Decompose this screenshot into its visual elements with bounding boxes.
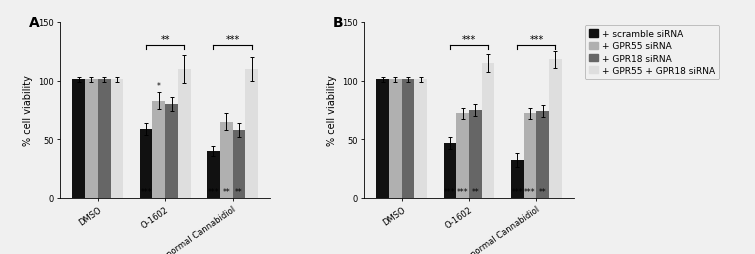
Bar — [536, 112, 549, 198]
Text: ***: *** — [511, 187, 523, 196]
Bar — [511, 161, 524, 198]
Bar — [469, 110, 482, 198]
Text: **: ** — [235, 187, 243, 196]
Text: ***: *** — [462, 35, 476, 45]
Text: **: ** — [160, 35, 170, 45]
Bar — [207, 151, 220, 198]
Bar — [85, 80, 98, 198]
Bar — [110, 80, 123, 198]
Text: ***: *** — [529, 35, 544, 45]
Text: **: ** — [539, 187, 547, 196]
Y-axis label: % cell viability: % cell viability — [327, 75, 337, 146]
Text: A: A — [29, 16, 40, 30]
Text: *: * — [157, 82, 161, 91]
Text: ***: *** — [226, 35, 239, 45]
Bar — [98, 80, 110, 198]
Text: ***: *** — [457, 187, 468, 196]
Bar — [389, 80, 402, 198]
Text: B: B — [333, 16, 344, 30]
Bar — [444, 143, 456, 198]
Bar — [414, 80, 427, 198]
Text: ***: *** — [208, 187, 219, 196]
Bar — [178, 70, 190, 198]
Bar — [524, 114, 536, 198]
Bar — [245, 70, 258, 198]
Text: ***: *** — [444, 187, 456, 196]
Bar — [153, 101, 165, 198]
Bar — [233, 130, 245, 198]
Legend: + scramble siRNA, + GPR55 siRNA, + GPR18 siRNA, + GPR55 + GPR18 siRNA: + scramble siRNA, + GPR55 siRNA, + GPR18… — [584, 26, 720, 80]
Bar — [140, 129, 153, 198]
Bar — [402, 80, 414, 198]
Bar — [72, 80, 85, 198]
Bar — [220, 122, 233, 198]
Text: **: ** — [222, 187, 230, 196]
Text: **: ** — [472, 187, 479, 196]
Y-axis label: % cell viability: % cell viability — [23, 75, 33, 146]
Bar — [549, 60, 562, 198]
Bar — [376, 80, 389, 198]
Bar — [482, 64, 495, 198]
Bar — [456, 114, 469, 198]
Text: ***: *** — [140, 187, 152, 196]
Text: ***: *** — [524, 187, 536, 196]
Bar — [165, 105, 178, 198]
